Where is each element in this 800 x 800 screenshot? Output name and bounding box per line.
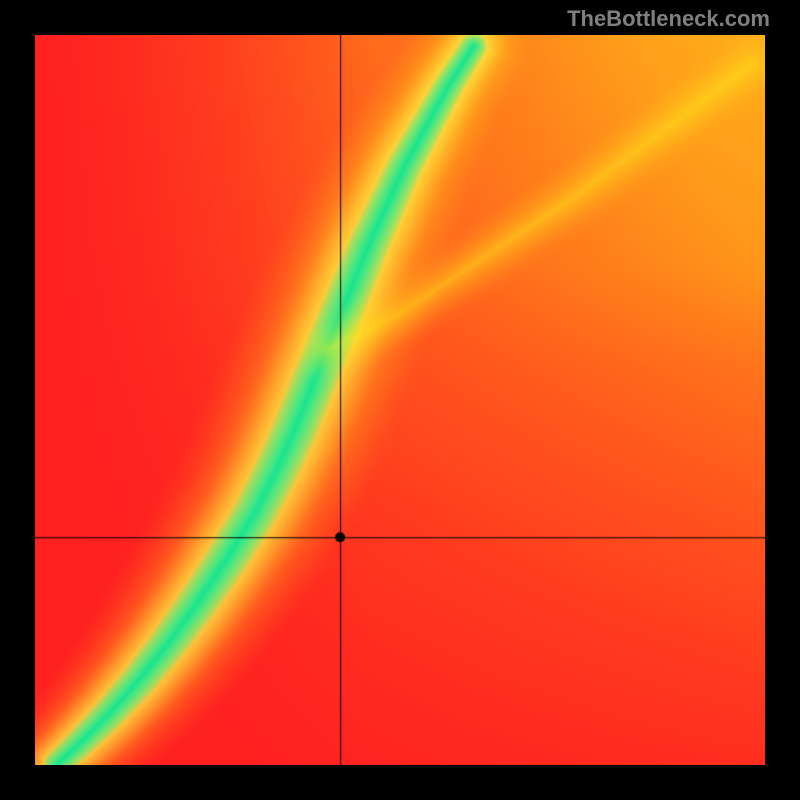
bottleneck-heatmap — [35, 35, 765, 765]
watermark-text: TheBottleneck.com — [567, 6, 770, 32]
